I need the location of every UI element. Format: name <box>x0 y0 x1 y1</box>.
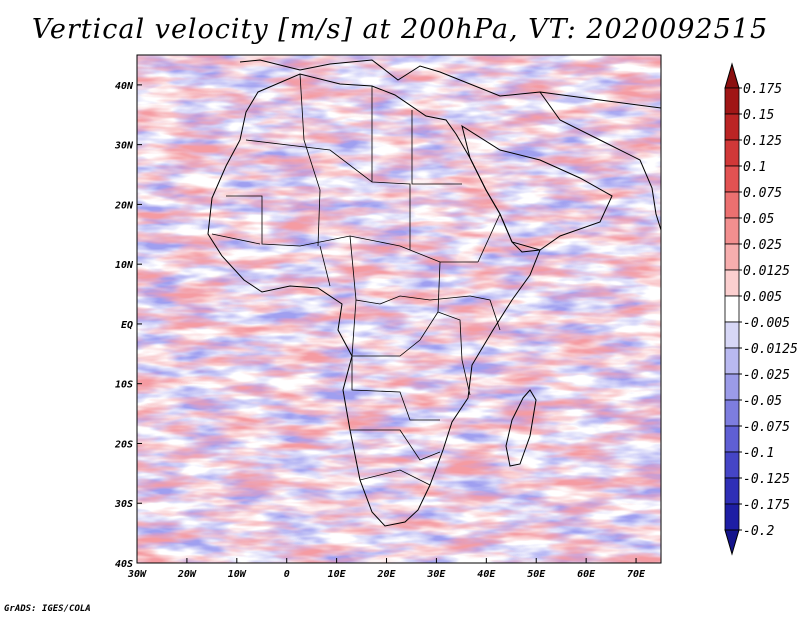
y-tick-label: 20N <box>114 200 134 211</box>
colorbar-swatch <box>724 217 740 245</box>
credit-text: GrADS: IGES/COLA <box>4 604 91 614</box>
x-tick-label: 70E <box>627 569 646 580</box>
y-tick-label: 30N <box>114 141 134 152</box>
colorbar-swatch <box>724 269 740 297</box>
vertical-velocity-field <box>137 55 661 563</box>
colorbar-swatch <box>724 373 740 401</box>
x-tick-label: 10W <box>228 569 247 580</box>
colorbar-swatch <box>724 477 740 505</box>
plot-frame <box>136 54 662 564</box>
colorbar-label: 0.0125 <box>743 264 790 279</box>
colorbar-swatch <box>724 243 740 271</box>
y-axis: 40N 30N 20N 10N EQ 10S 20S 30S 40S <box>114 81 142 570</box>
colorbar-label: 0.175 <box>743 82 782 97</box>
y-tick-label: 10S <box>115 380 133 391</box>
colorbar-label: -0.005 <box>743 316 790 331</box>
colorbar-label: -0.175 <box>743 498 790 513</box>
colorbar-label: 0.05 <box>743 212 774 227</box>
x-tick-label: 30W <box>127 569 147 580</box>
colorbar-label: 0.15 <box>743 108 774 123</box>
colorbar-swatch <box>724 87 740 115</box>
x-tick-label: 40E <box>477 569 496 580</box>
coastlines <box>207 59 661 527</box>
colorbar-label: 0.075 <box>743 186 782 201</box>
colorbar-label: -0.1 <box>743 446 774 461</box>
colorbar-label: 0.005 <box>743 290 782 305</box>
x-tick-label: 60E <box>577 569 596 580</box>
x-tick-label: 20W <box>177 569 197 580</box>
colorbar-swatch <box>724 295 740 323</box>
colorbar-swatch <box>724 503 740 531</box>
colorbar: 0.175 0.15 0.125 0.1 0.075 0.05 0.025 0.0125 0.0… <box>724 62 798 556</box>
colorbar-label: 0.125 <box>743 134 782 149</box>
colorbar-label: 0.1 <box>743 160 766 175</box>
x-tick-label: 20E <box>376 569 396 580</box>
colorbar-label: -0.025 <box>743 368 790 383</box>
colorbar-label: -0.05 <box>743 394 782 409</box>
asia-outline <box>539 91 661 231</box>
y-tick-label: 20S <box>114 439 133 450</box>
chart-title: Vertical velocity [m/s] at 200hPa, VT: 2… <box>31 14 769 45</box>
colorbar-swatch <box>724 347 740 375</box>
arabia-outline <box>461 124 613 251</box>
y-tick-label: 30S <box>114 499 133 510</box>
y-tick-label: EQ <box>121 320 133 331</box>
colorbar-swatch <box>724 425 740 453</box>
colorbar-swatch <box>724 399 740 427</box>
x-tick-label: 0 <box>284 569 290 580</box>
x-tick-label: 50E <box>527 569 546 580</box>
colorbar-swatch <box>724 139 740 167</box>
colorbar-label: -0.2 <box>743 524 774 539</box>
x-tick-label: 30E <box>426 569 446 580</box>
colorbar-swatch <box>724 321 740 349</box>
colorbar-label: 0.025 <box>743 238 782 253</box>
x-tick-label: 10E <box>328 569 347 580</box>
x-axis: 30W 20W 10W 0 10E 20E 30E 40E 50E 60E 70E <box>127 558 646 580</box>
colorbar-label: -0.125 <box>743 472 790 487</box>
colorbar-swatch <box>724 165 740 193</box>
colorbar-swatch <box>724 451 740 479</box>
madagascar-outline <box>505 389 537 467</box>
colorbar-label: -0.075 <box>743 420 790 435</box>
colorbar-bottom-cap <box>724 529 740 556</box>
colorbar-swatch <box>724 113 740 141</box>
borders <box>211 73 501 486</box>
y-tick-label: 10N <box>115 260 134 271</box>
y-tick-label: 40S <box>115 559 133 570</box>
colorbar-swatch <box>724 191 740 219</box>
colorbar-label: -0.0125 <box>743 342 798 357</box>
colorbar-top-cap <box>724 62 740 89</box>
y-tick-label: 40N <box>115 81 134 92</box>
